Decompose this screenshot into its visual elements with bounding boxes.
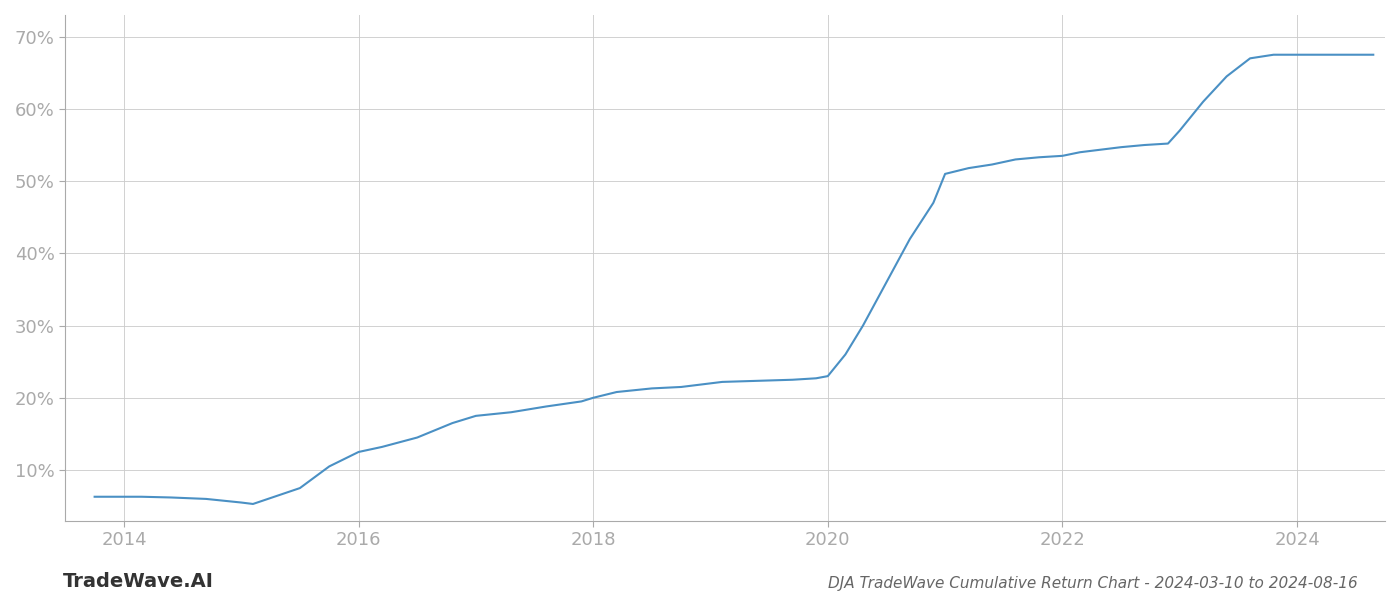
Text: DJA TradeWave Cumulative Return Chart - 2024-03-10 to 2024-08-16: DJA TradeWave Cumulative Return Chart - … bbox=[829, 576, 1358, 591]
Text: TradeWave.AI: TradeWave.AI bbox=[63, 572, 214, 591]
